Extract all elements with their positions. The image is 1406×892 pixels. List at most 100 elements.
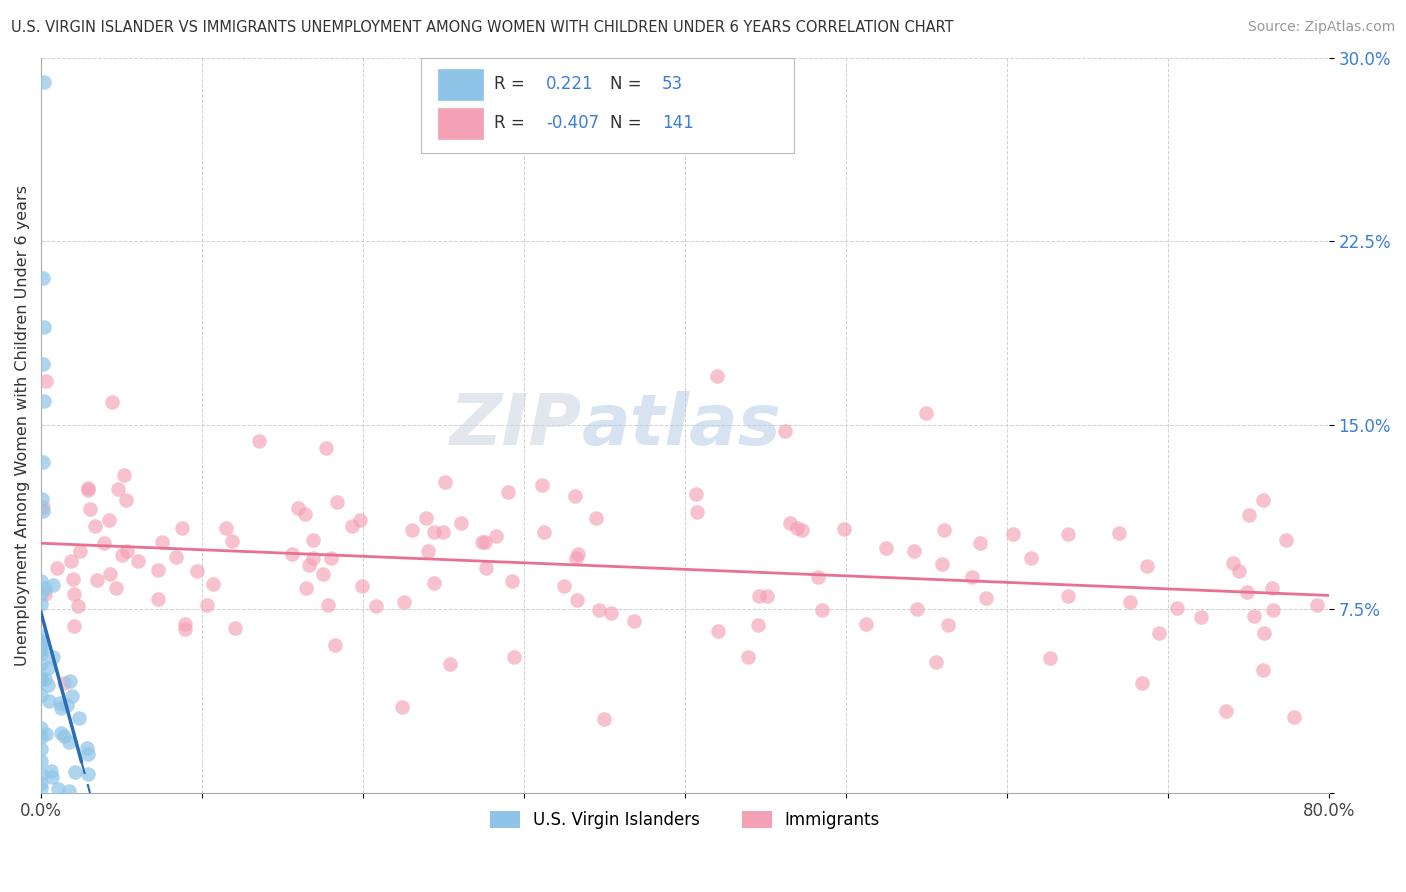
Text: Source: ZipAtlas.com: Source: ZipAtlas.com xyxy=(1247,20,1395,34)
Point xyxy=(350,579,373,593)
Point xyxy=(553,578,575,592)
Point xyxy=(342,519,364,533)
Text: U.S. VIRGIN ISLANDER VS IMMIGRANTS UNEMPLOYMENT AMONG WOMEN WITH CHILDREN UNDER : U.S. VIRGIN ISLANDER VS IMMIGRANTS UNEMP… xyxy=(11,20,953,35)
Point xyxy=(686,505,709,519)
Point xyxy=(1253,493,1275,508)
Point xyxy=(98,567,121,582)
Text: -0.407: -0.407 xyxy=(546,114,599,132)
Point xyxy=(30,633,52,648)
Point xyxy=(423,525,446,540)
Point xyxy=(52,729,75,743)
Point xyxy=(101,395,124,409)
Point xyxy=(756,590,779,604)
Point xyxy=(110,548,132,562)
Point xyxy=(39,764,62,779)
Point xyxy=(127,554,149,568)
Point xyxy=(1147,626,1170,640)
Point xyxy=(32,320,55,334)
Point xyxy=(63,619,86,633)
Point xyxy=(86,574,108,588)
Point xyxy=(565,551,588,566)
Point xyxy=(1108,525,1130,540)
Point xyxy=(32,271,55,285)
Point xyxy=(707,624,730,638)
Point xyxy=(416,544,439,558)
Point xyxy=(30,781,52,796)
Point xyxy=(77,483,100,498)
Point xyxy=(401,523,423,537)
Text: N =: N = xyxy=(610,114,641,132)
Point xyxy=(1118,594,1140,608)
Point xyxy=(32,504,55,518)
Point xyxy=(485,529,508,543)
Point xyxy=(810,602,832,616)
Point xyxy=(623,614,645,628)
Point xyxy=(1237,508,1260,523)
Point xyxy=(1039,651,1062,665)
Point xyxy=(832,522,855,536)
Point xyxy=(1253,626,1275,640)
Point xyxy=(392,595,415,609)
Point xyxy=(915,406,938,420)
Point xyxy=(706,369,728,384)
Point xyxy=(475,561,498,575)
Point xyxy=(432,524,454,539)
Point xyxy=(585,511,607,525)
Point xyxy=(31,491,53,506)
Point xyxy=(63,587,86,601)
Point xyxy=(1130,676,1153,690)
Point xyxy=(30,688,52,702)
Point xyxy=(117,544,139,558)
Point xyxy=(30,587,52,601)
Text: 141: 141 xyxy=(662,114,693,132)
Point xyxy=(294,508,316,522)
Point xyxy=(564,489,586,503)
Point xyxy=(501,574,523,588)
Point xyxy=(32,357,55,371)
Point xyxy=(302,533,325,548)
Point xyxy=(1056,527,1078,541)
Point xyxy=(32,75,55,89)
Point xyxy=(63,765,86,780)
Text: N =: N = xyxy=(610,75,641,93)
Text: 53: 53 xyxy=(662,75,683,93)
Point xyxy=(1019,551,1042,566)
Point xyxy=(221,533,243,548)
Text: R =: R = xyxy=(495,75,524,93)
Point xyxy=(48,782,70,797)
Point xyxy=(224,621,246,635)
Text: ZIP: ZIP xyxy=(450,391,582,459)
Point xyxy=(30,766,52,780)
Y-axis label: Unemployment Among Women with Children Under 6 years: Unemployment Among Women with Children U… xyxy=(15,185,30,665)
Point xyxy=(533,525,555,540)
Point xyxy=(294,582,316,596)
Point xyxy=(146,563,169,577)
Point xyxy=(1166,600,1188,615)
Point xyxy=(84,519,107,533)
Point xyxy=(1215,704,1237,718)
Legend: U.S. Virgin Islanders, Immigrants: U.S. Virgin Islanders, Immigrants xyxy=(484,805,887,836)
Point xyxy=(52,676,75,690)
Point xyxy=(49,696,72,710)
Point xyxy=(66,599,89,614)
Point xyxy=(588,602,610,616)
Point xyxy=(105,582,128,596)
Text: 0.221: 0.221 xyxy=(546,75,593,93)
Point xyxy=(59,674,82,689)
Point xyxy=(30,673,52,687)
Point xyxy=(42,578,65,592)
Point xyxy=(287,500,309,515)
Point xyxy=(30,648,52,662)
Point xyxy=(932,523,955,537)
Point xyxy=(434,475,457,490)
Point xyxy=(165,550,187,565)
Point xyxy=(855,616,877,631)
Point xyxy=(931,558,953,572)
Point xyxy=(37,660,59,674)
Point xyxy=(77,747,100,762)
Text: R =: R = xyxy=(495,114,524,132)
Point xyxy=(737,649,759,664)
Point xyxy=(31,455,53,469)
Point xyxy=(423,576,446,591)
Point xyxy=(311,567,333,582)
